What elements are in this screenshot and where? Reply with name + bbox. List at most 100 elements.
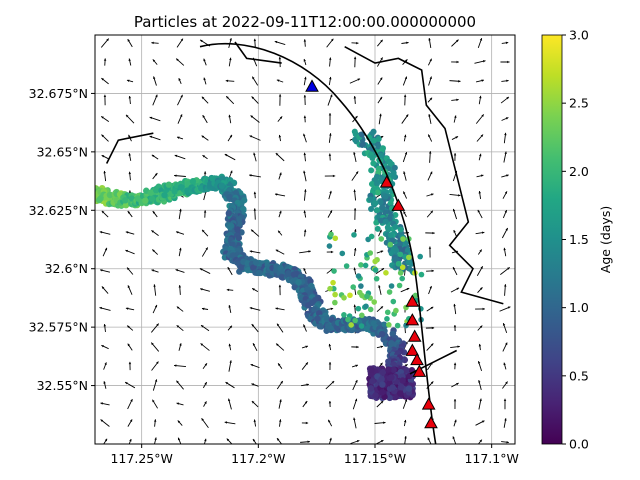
current-arrowhead: [507, 60, 510, 64]
current-arrowhead: [106, 38, 109, 42]
y-tick-label: 32.65°N: [37, 144, 88, 159]
current-arrowhead: [329, 210, 333, 213]
current-arrowhead: [251, 401, 255, 404]
current-arrowhead: [230, 170, 233, 174]
particle: [355, 273, 362, 279]
current-arrowhead: [505, 228, 508, 231]
current-arrowhead: [356, 440, 360, 443]
current-arrowhead: [250, 363, 254, 367]
current-arrowhead: [274, 40, 278, 44]
current-arrowhead: [151, 41, 154, 45]
current-arrowhead: [201, 135, 205, 138]
particle: [368, 366, 375, 373]
current-arrowhead: [380, 39, 383, 43]
particle: [171, 188, 178, 195]
current-arrowhead: [504, 151, 507, 155]
current-arrowhead: [253, 191, 257, 195]
particle: [341, 312, 347, 318]
particle: [379, 368, 387, 376]
particle: [252, 259, 260, 266]
particle: [122, 197, 129, 204]
current-arrowhead: [456, 60, 459, 64]
current-arrowhead: [428, 38, 431, 41]
current-arrowhead: [200, 39, 203, 43]
current-arrowhead: [507, 267, 510, 270]
particle: [397, 390, 404, 397]
particle: [359, 312, 365, 319]
current-arrowhead: [228, 305, 231, 308]
current-arrowhead: [204, 438, 207, 442]
particle: [362, 262, 369, 269]
particle: [328, 231, 334, 238]
release-site-red-triangle: [391, 198, 406, 211]
current-arrowhead: [303, 152, 307, 156]
current-arrowhead: [104, 438, 108, 442]
current-arrowhead: [226, 288, 230, 292]
current-arrowhead: [253, 38, 257, 42]
particle: [363, 325, 371, 333]
particle: [295, 278, 302, 286]
current-arrowhead: [452, 208, 456, 212]
current-arrowhead: [201, 325, 204, 328]
current-arrowhead: [305, 362, 308, 365]
particle: [397, 226, 404, 233]
current-arrowhead: [126, 79, 130, 82]
current-arrowhead: [353, 267, 356, 271]
particle: [390, 173, 397, 180]
particle: [363, 303, 369, 310]
particle: [285, 270, 292, 277]
current-arrowhead: [180, 94, 183, 98]
current-arrowhead: [225, 382, 229, 385]
current-arrowhead: [279, 210, 282, 214]
colorbar-tick-label: 1.0: [569, 300, 589, 315]
particle: [392, 223, 399, 230]
release-site-red-triangle: [421, 397, 436, 410]
current-arrowhead: [328, 362, 332, 365]
current-arrowhead: [155, 94, 158, 98]
current-arrowhead: [502, 323, 506, 326]
current-arrowhead: [480, 134, 484, 138]
current-arrowhead: [308, 250, 311, 253]
particle: [148, 195, 156, 203]
current-arrowhead: [479, 325, 483, 329]
current-arrowhead: [353, 417, 356, 421]
particle: [351, 128, 358, 135]
current-arrowhead: [156, 361, 159, 365]
current-arrowhead: [328, 400, 332, 404]
current-arrowhead: [453, 362, 457, 366]
current-arrowhead: [404, 152, 408, 155]
current-arrowhead: [202, 155, 206, 158]
current-arrowhead: [101, 210, 105, 214]
current-arrowhead: [381, 268, 385, 271]
current-arrowhead: [279, 399, 282, 402]
current-arrowhead: [330, 307, 334, 311]
current-arrowhead: [504, 284, 507, 287]
current-arrowhead: [275, 249, 279, 252]
current-arrowhead: [355, 115, 358, 119]
particle: [384, 309, 391, 316]
current-arrowhead: [453, 230, 456, 233]
particle: [332, 235, 339, 242]
current-arrowhead: [505, 381, 508, 385]
current-arrowhead: [277, 323, 280, 327]
current-arrowhead: [477, 209, 480, 213]
particle: [222, 245, 230, 253]
current-arrowhead: [152, 399, 155, 403]
current-arrowhead: [405, 364, 408, 367]
particle: [397, 251, 404, 258]
current-arrowhead: [353, 96, 357, 99]
current-arrowhead: [380, 440, 384, 443]
current-arrowhead: [201, 418, 204, 421]
current-arrowhead: [429, 171, 433, 175]
current-arrowhead: [125, 382, 128, 385]
particle: [389, 237, 396, 244]
particle: [209, 175, 216, 182]
current-arrowhead: [329, 76, 332, 80]
current-arrowhead: [403, 94, 407, 97]
current-arrowhead: [331, 381, 335, 384]
current-arrowhead: [504, 418, 507, 421]
current-arrowhead: [456, 98, 459, 102]
particle: [343, 263, 350, 269]
current-arrowhead: [229, 38, 232, 41]
